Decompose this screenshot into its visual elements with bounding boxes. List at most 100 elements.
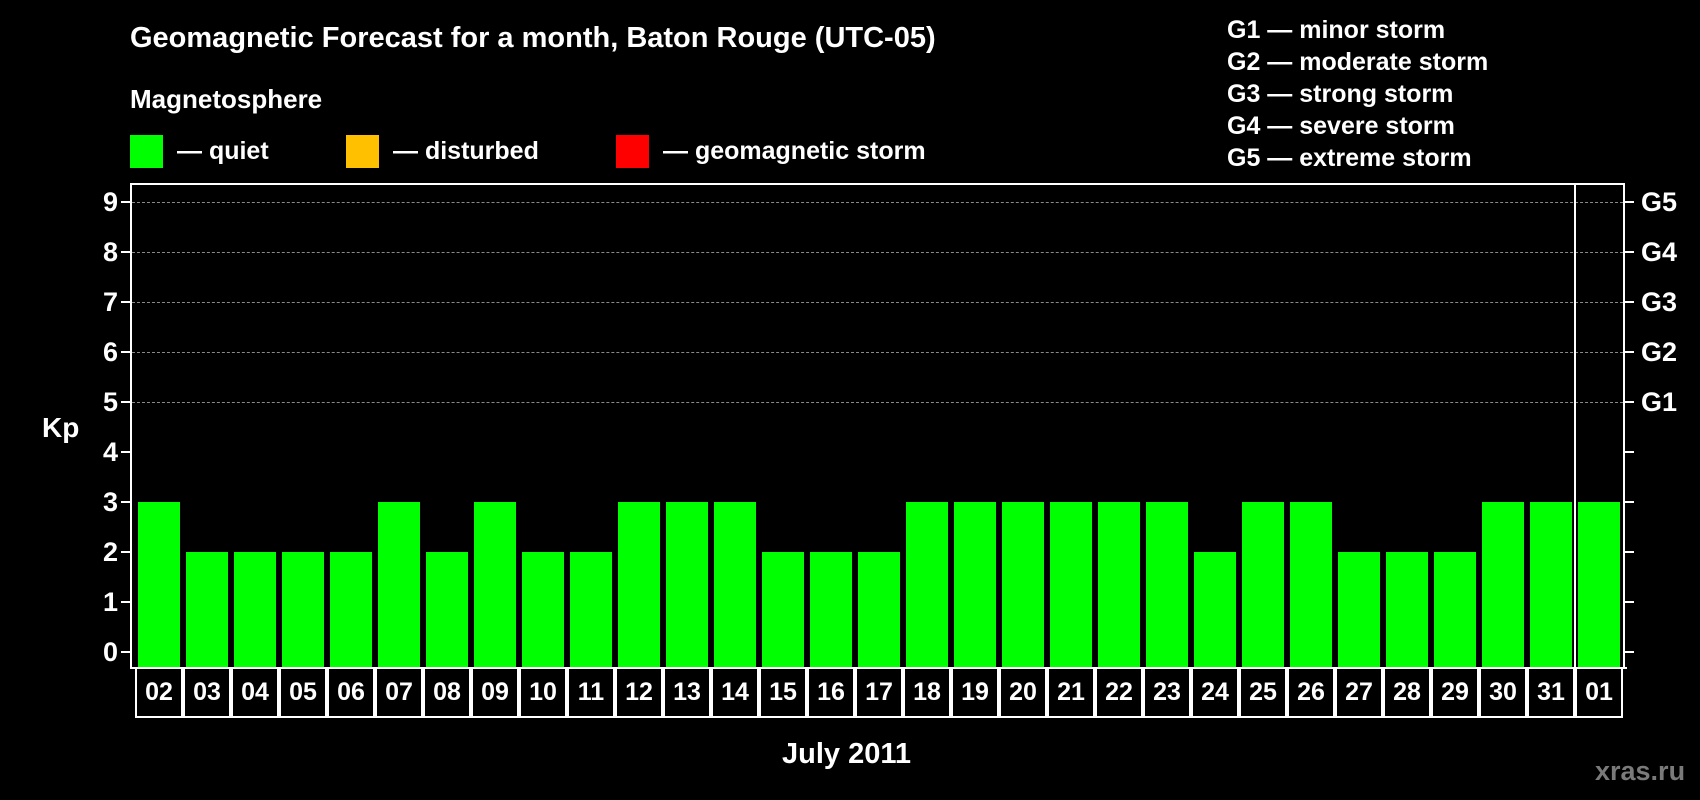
x-tick-label-31: 31 [1527, 669, 1575, 718]
y-tick-label-3: 3 [102, 487, 118, 517]
bar-08 [426, 552, 468, 668]
gridline-9 [132, 202, 1623, 203]
legend-item-quiet: — quiet [130, 135, 269, 168]
x-tick-label-24: 24 [1191, 669, 1239, 718]
bar-12 [618, 502, 660, 668]
storm-scale-g5: G5 — extreme storm [1227, 144, 1472, 172]
x-tick-label-21: 21 [1047, 669, 1095, 718]
x-tick-label-13: 13 [663, 669, 711, 718]
y-tick-label-1: 1 [102, 587, 118, 617]
watermark: xras.ru [1595, 756, 1686, 786]
storm-scale-g4: G4 — severe storm [1227, 112, 1455, 140]
bar-18 [906, 502, 948, 668]
y-tick-label-6: 6 [102, 337, 118, 367]
bar-15 [762, 552, 804, 668]
bar-30 [1482, 502, 1524, 668]
bar-02 [138, 502, 180, 668]
x-tick-label-07: 07 [375, 669, 423, 718]
bar-17 [858, 552, 900, 668]
x-tick-label-14: 14 [711, 669, 759, 718]
bar-31 [1530, 502, 1572, 668]
bar-19 [954, 502, 996, 668]
x-tick-label-06: 06 [327, 669, 375, 718]
chart-subtitle: Magnetosphere [130, 84, 323, 114]
right-tick-3 [1625, 501, 1634, 503]
right-axis-label-g1: G1 [1641, 387, 1678, 417]
bar-06 [330, 552, 372, 668]
x-tick-label-09: 09 [471, 669, 519, 718]
bar-27 [1338, 552, 1380, 668]
gridline-6 [132, 352, 1623, 353]
right-tick-6 [1625, 351, 1634, 353]
x-tick-label-23: 23 [1143, 669, 1191, 718]
x-tick-label-30: 30 [1479, 669, 1527, 718]
bar-28 [1386, 552, 1428, 668]
x-tick-label-12: 12 [615, 669, 663, 718]
plot-frame [130, 183, 1625, 668]
bar-24 [1194, 552, 1236, 668]
y-tick-label-9: 9 [102, 187, 118, 217]
gridline-5 [132, 402, 1623, 403]
bar-26 [1290, 502, 1332, 668]
y-tick-9 [121, 201, 130, 203]
x-axis-title: July 2011 [782, 738, 911, 770]
legend-swatch-quiet [130, 135, 163, 168]
right-tick-4 [1625, 451, 1634, 453]
x-tick-label-28: 28 [1383, 669, 1431, 718]
y-tick-0 [121, 651, 130, 653]
gridline-7 [132, 302, 1623, 303]
x-tick-label-16: 16 [807, 669, 855, 718]
storm-scale-legend: G1 — minor storm G2 — moderate storm G3 … [1227, 14, 1488, 174]
right-axis-label-g3: G3 [1641, 287, 1678, 317]
bar-11 [570, 552, 612, 668]
bar-07 [378, 502, 420, 668]
right-axis-label-g2: G2 [1641, 337, 1678, 367]
storm-scale-g3: G3 — strong storm [1227, 80, 1454, 108]
storm-scale-g1: G1 — minor storm [1227, 16, 1446, 44]
x-tick-label-27: 27 [1335, 669, 1383, 718]
x-axis-line [130, 667, 1627, 669]
y-tick-label-8: 8 [102, 237, 118, 267]
y-tick-label-7: 7 [102, 287, 118, 317]
right-axis-label-g5: G5 [1641, 187, 1678, 217]
bar-23 [1146, 502, 1188, 668]
y-tick-label-2: 2 [102, 537, 118, 567]
y-tick-4 [121, 451, 130, 453]
bar-01 [1578, 502, 1620, 668]
right-tick-5 [1625, 401, 1634, 403]
x-tick-label-04: 04 [231, 669, 279, 718]
legend-label-disturbed: — disturbed [393, 137, 539, 165]
y-tick-5 [121, 401, 130, 403]
gridline-8 [132, 252, 1623, 253]
month-divider [1574, 183, 1576, 669]
x-tick-label-20: 20 [999, 669, 1047, 718]
y-tick-8 [121, 251, 130, 253]
x-tick-label-25: 25 [1239, 669, 1287, 718]
x-tick-label-03: 03 [183, 669, 231, 718]
x-tick-label-01: 01 [1575, 669, 1623, 718]
x-tick-label-26: 26 [1287, 669, 1335, 718]
storm-scale-g2: G2 — moderate storm [1227, 48, 1489, 76]
bar-13 [666, 502, 708, 668]
right-axis-label-g4: G4 [1641, 237, 1678, 267]
x-tick-label-11: 11 [567, 669, 615, 718]
x-tick-label-05: 05 [279, 669, 327, 718]
legend-swatch-storm [616, 135, 649, 168]
bar-09 [474, 502, 516, 668]
legend-item-disturbed: — disturbed [346, 135, 539, 168]
x-tick-label-08: 08 [423, 669, 471, 718]
bar-05 [282, 552, 324, 668]
right-tick-7 [1625, 301, 1634, 303]
y-tick-3 [121, 501, 130, 503]
y-tick-label-0: 0 [102, 637, 118, 667]
legend-label-storm: — geomagnetic storm [663, 137, 926, 165]
bar-04 [234, 552, 276, 668]
legend-item-storm: — geomagnetic storm [616, 135, 926, 168]
bar-14 [714, 502, 756, 668]
legend-swatch-disturbed [346, 135, 379, 168]
bar-25 [1242, 502, 1284, 668]
bar-03 [186, 552, 228, 668]
y-tick-7 [121, 301, 130, 303]
x-tick-label-10: 10 [519, 669, 567, 718]
y-tick-1 [121, 601, 130, 603]
